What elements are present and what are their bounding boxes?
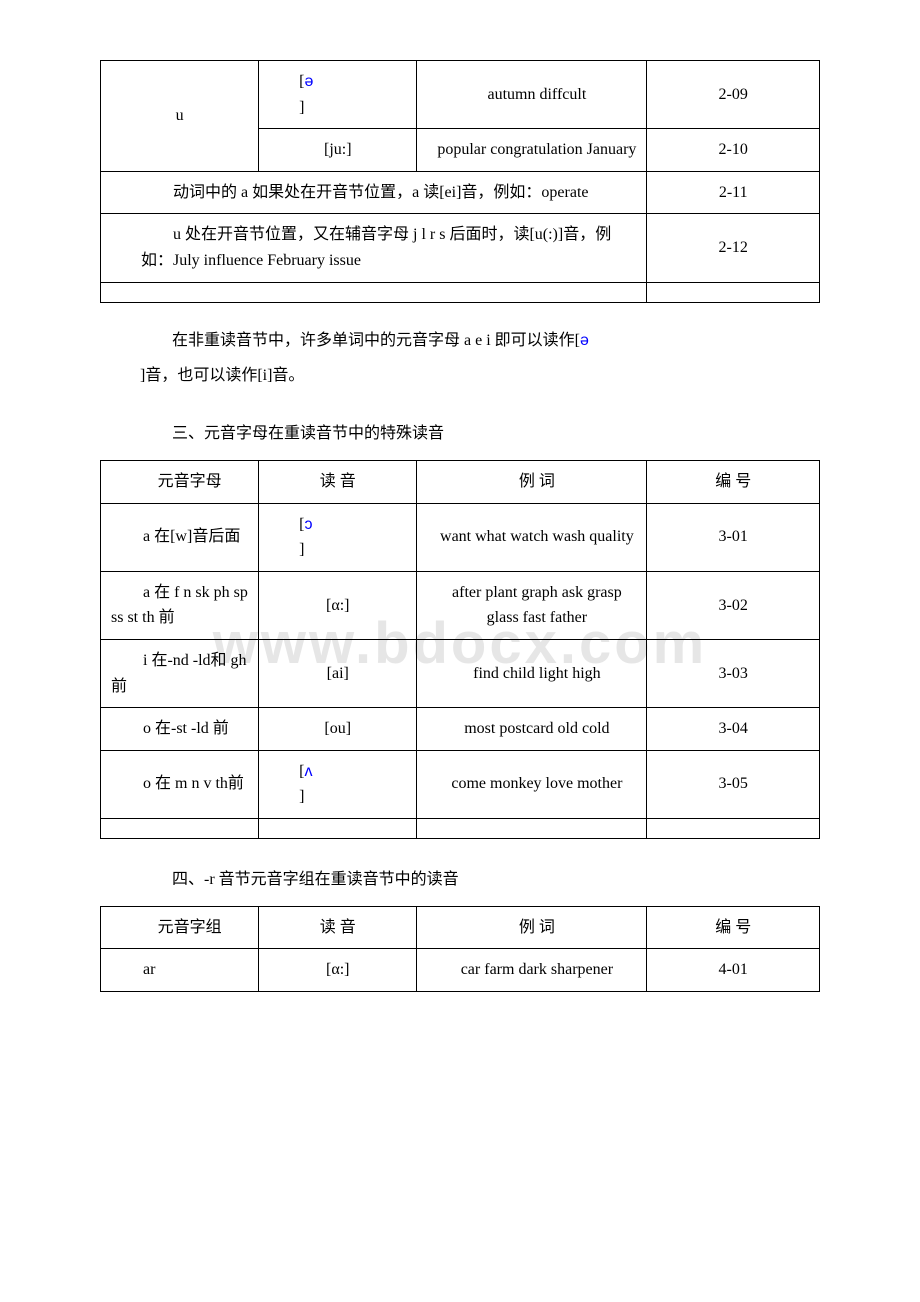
cell-num: 2-12 [647,214,820,282]
empty-cell [259,818,417,838]
cell-sound: [ju:] [259,129,417,172]
cell-letter: ar [101,949,259,992]
header-num: 编 号 [647,460,820,503]
cell-words: find child light high [417,639,647,707]
ipa-schwa: ə [305,73,314,90]
cell-sound: [ai] [259,639,417,707]
cell-letter: a 在[w]音后面 [101,503,259,571]
cell-words: want what watch wash quality [417,503,647,571]
section-3-title: 三、元音字母在重读音节中的特殊读音 [100,418,820,450]
section-4-title: 四、-r 音节元音字组在重读音节中的读音 [100,864,820,896]
cell-num: 3-04 [647,708,820,751]
header-letter: 元音字母 [101,460,259,503]
ipa-open-o: ɔ [305,516,313,533]
table-4: 元音字组 读 音 例 词 编 号 ar [α:] car farm dark s… [100,906,820,992]
empty-cell [101,818,259,838]
cell-sound: [ou] [259,708,417,751]
header-words: 例 词 [417,906,647,949]
cell-letter: a 在 f n sk ph sp ss st th 前 [101,571,259,639]
cell-sound: [ɔ] [259,503,417,571]
cell-words: autumn diffcult [417,61,647,129]
cell-sound: [ə] [259,61,417,129]
cell-words: most postcard old cold [417,708,647,751]
cell-num: 3-01 [647,503,820,571]
cell-num: 4-01 [647,949,820,992]
note-paragraph: 在非重读音节中，许多单词中的元音字母 a e i 即可以读作[ə ]音，也可以读… [100,323,820,393]
cell-letter: i 在-nd -ld和 gh 前 [101,639,259,707]
cell-sound: [α:] [259,571,417,639]
cell-words: come monkey love mother [417,750,647,818]
header-words: 例 词 [417,460,647,503]
document-content: u [ə] autumn diffcult 2-09 [ju:] popular… [100,60,820,992]
cell-words: after plant graph ask grasp glass fast f… [417,571,647,639]
ipa-schwa: ə [580,332,589,349]
cell-merged-note: u 处在开音节位置，又在辅音字母 j l r s 后面时，读[u(:)]音，例如… [101,214,647,282]
empty-cell [101,282,647,302]
empty-cell [647,282,820,302]
cell-words: car farm dark sharpener [417,949,647,992]
cell-num: 2-11 [647,171,820,214]
cell-letter: o 在-st -ld 前 [101,708,259,751]
table-1: u [ə] autumn diffcult 2-09 [ju:] popular… [100,60,820,303]
cell-num: 3-03 [647,639,820,707]
header-sound: 读 音 [259,460,417,503]
cell-merged-note: 动词中的 a 如果处在开音节位置，a 读[ei]音，例如：operate [101,171,647,214]
header-letter: 元音字组 [101,906,259,949]
header-sound: 读 音 [259,906,417,949]
cell-letter-u: u [101,61,259,172]
cell-sound: [α:] [259,949,417,992]
cell-num: 2-10 [647,129,820,172]
cell-num: 2-09 [647,61,820,129]
cell-words: popular congratulation January [417,129,647,172]
cell-num: 3-02 [647,571,820,639]
empty-cell [417,818,647,838]
cell-sound: [ʌ] [259,750,417,818]
cell-letter: o 在 m n v th前 [101,750,259,818]
table-3: 元音字母 读 音 例 词 编 号 a 在[w]音后面 [ɔ] want what… [100,460,820,839]
empty-cell [647,818,820,838]
header-num: 编 号 [647,906,820,949]
ipa-wedge: ʌ [305,763,313,780]
cell-num: 3-05 [647,750,820,818]
